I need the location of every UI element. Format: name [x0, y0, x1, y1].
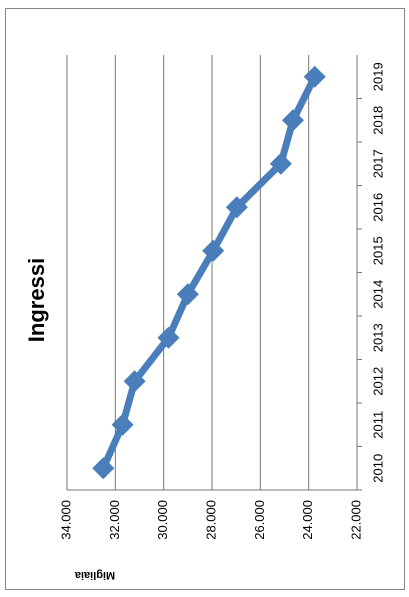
data-line [100, 75, 318, 470]
y-tick-label: 32.000 [107, 500, 122, 540]
x-tick-label: 2011 [370, 411, 385, 439]
rotated-chart: Ingressi Migliaia 22.000 24.000 26.000 28.0… [24, 55, 385, 581]
y-tick-label: 28.000 [203, 500, 218, 540]
y-tick-label: 24.000 [300, 500, 315, 540]
data-point [202, 239, 225, 262]
data-point [303, 65, 326, 88]
x-tick-label: 2016 [370, 193, 385, 222]
x-tick-label: 2015 [370, 236, 385, 265]
data-point [269, 152, 292, 175]
x-tick-label: 2010 [370, 454, 385, 483]
chart-title: Ingressi [24, 258, 49, 342]
x-tick-label: 2012 [370, 367, 385, 396]
data-point [92, 457, 115, 480]
y-tick-label: 34.000 [58, 500, 73, 540]
y-tick-label: 30.000 [155, 500, 170, 540]
data-point [157, 326, 180, 349]
x-tick-label: 2018 [370, 106, 385, 135]
y-tick-label: 22.000 [348, 500, 363, 540]
data-point [123, 370, 146, 393]
y-axis-title: Migliaia [74, 569, 115, 581]
data-point [225, 196, 248, 219]
x-tick-label: 2014 [370, 280, 385, 309]
x-tick-label: 2019 [370, 62, 385, 91]
x-tick-label: 2013 [370, 323, 385, 352]
x-tick-label: 2017 [370, 149, 385, 178]
data-point [111, 413, 134, 436]
data-point [281, 109, 304, 132]
y-tick-label: 26.000 [252, 500, 267, 540]
chart-border [5, 8, 405, 590]
data-point [176, 283, 199, 306]
